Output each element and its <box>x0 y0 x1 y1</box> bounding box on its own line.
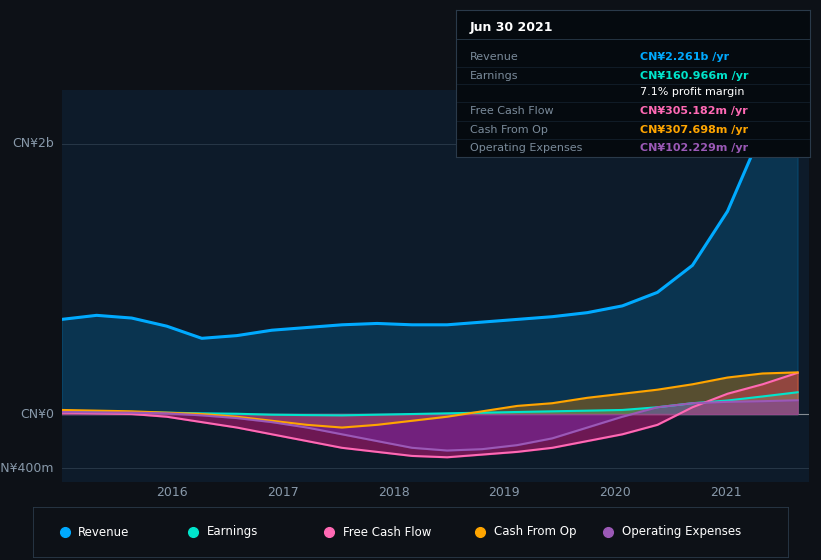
Text: CN¥305.182m /yr: CN¥305.182m /yr <box>640 106 748 116</box>
Text: Free Cash Flow: Free Cash Flow <box>470 106 553 116</box>
Text: Cash From Op: Cash From Op <box>470 125 548 136</box>
Text: CN¥0: CN¥0 <box>20 408 54 421</box>
Text: Revenue: Revenue <box>470 52 519 62</box>
Text: CN¥307.698m /yr: CN¥307.698m /yr <box>640 125 748 136</box>
Text: Jun 30 2021: Jun 30 2021 <box>470 21 553 34</box>
Text: Operating Expenses: Operating Expenses <box>470 143 582 153</box>
Text: CN¥160.966m /yr: CN¥160.966m /yr <box>640 71 749 81</box>
Text: CN¥2.261b /yr: CN¥2.261b /yr <box>640 52 729 62</box>
Text: Earnings: Earnings <box>207 525 258 539</box>
Text: CN¥102.229m /yr: CN¥102.229m /yr <box>640 143 748 153</box>
Text: CN¥2b: CN¥2b <box>12 137 54 150</box>
Text: Free Cash Flow: Free Cash Flow <box>342 525 431 539</box>
Text: Operating Expenses: Operating Expenses <box>622 525 741 539</box>
Text: -CN¥400m: -CN¥400m <box>0 461 54 474</box>
Text: Cash From Op: Cash From Op <box>493 525 576 539</box>
Text: Earnings: Earnings <box>470 71 518 81</box>
Text: 7.1% profit margin: 7.1% profit margin <box>640 87 745 97</box>
Text: Revenue: Revenue <box>78 525 130 539</box>
